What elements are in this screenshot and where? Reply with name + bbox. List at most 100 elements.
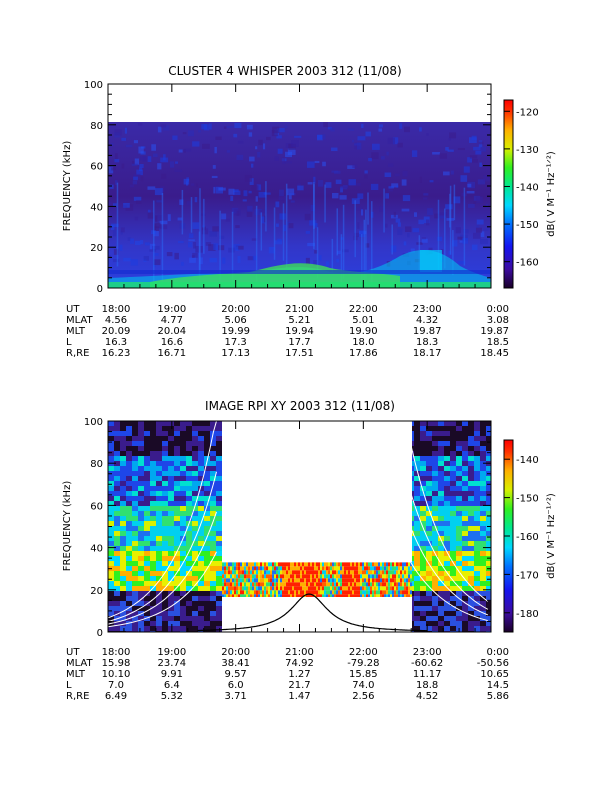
spectrogram-cell (392, 586, 394, 591)
spectrogram-cell (474, 486, 480, 491)
spectrogram-cell (420, 586, 426, 591)
spectrogram-cell (414, 421, 420, 426)
spectrogram-cell (210, 421, 216, 426)
spectrogram-cell (388, 574, 390, 579)
spectrogram-cell (444, 596, 450, 601)
spectrogram-cell (456, 591, 462, 596)
spectrogram-cell (180, 436, 186, 441)
spectrogram-cell (236, 590, 238, 595)
spectrogram-cell (362, 586, 364, 591)
spectrogram-cell (180, 431, 186, 436)
spectrogram-cell (474, 456, 480, 461)
ephemeris-row-label: MLT (66, 326, 86, 337)
spectrogram-cell (322, 574, 324, 579)
spectrogram-cell (156, 501, 162, 506)
spectrogram-cell (366, 582, 368, 587)
spectrogram-cell (338, 590, 340, 595)
spectrogram-cell (426, 133, 429, 136)
spectrogram-cell (198, 536, 204, 541)
spectrogram-cell (244, 590, 246, 595)
spectrogram-cell (216, 586, 222, 591)
spectrogram-cell (314, 223, 318, 228)
spectrogram-cell (138, 576, 144, 581)
spectrogram-cell (126, 426, 132, 431)
spectrogram-cell (346, 594, 348, 599)
colorbar-tick-label: -130 (516, 145, 539, 156)
spectrogram-cell (378, 574, 380, 579)
spectrogram-cell (432, 496, 438, 501)
spectrogram-cell (180, 601, 186, 606)
spectrogram-cell (462, 576, 468, 581)
spectrogram-cell (456, 496, 462, 501)
ephemeris-value: 16.71 (158, 348, 187, 359)
spectrogram-cell (356, 574, 358, 579)
spectrogram-cell (174, 252, 179, 260)
spectrogram-cell (216, 581, 222, 586)
spectrogram-cell (302, 590, 304, 595)
spectrogram-cell (438, 466, 444, 471)
spectrogram-cell (162, 481, 168, 486)
spectrogram-cell (126, 471, 132, 476)
y-tick-label: 60 (90, 501, 103, 512)
spectrogram-cell (192, 436, 198, 441)
spectrogram-cell (468, 436, 474, 441)
spectrogram-cell (126, 531, 132, 536)
ephemeris-value: 21.7 (288, 680, 310, 691)
spectrogram-cell (108, 511, 114, 516)
spectrogram-cell (358, 582, 360, 587)
spectrogram-cell (364, 566, 366, 571)
spectrogram-cell (290, 566, 292, 571)
spectrogram-cell (108, 441, 114, 446)
spectrogram-cell (334, 566, 336, 571)
spectrogram-cell (192, 566, 198, 571)
spectrogram-cell (286, 562, 288, 567)
spectrogram-cell (480, 441, 486, 446)
spectrogram-cell (486, 576, 491, 581)
spectrogram-cell (318, 578, 320, 583)
spectrogram-cell (156, 616, 162, 621)
spectrogram-cell (120, 546, 126, 551)
spectrogram-cell (192, 571, 198, 576)
spectrogram-cell (426, 446, 432, 451)
spectrogram-cell (150, 576, 156, 581)
spectrogram-cell (326, 594, 328, 599)
spectrogram-cell (108, 576, 114, 581)
spectrogram-cell (408, 586, 410, 591)
spectrogram-cell (268, 594, 270, 599)
spectrogram-cell (126, 601, 132, 606)
spectrogram-cell (272, 582, 274, 587)
spectrogram-cell (268, 566, 270, 571)
spectrogram-cell (414, 526, 420, 531)
spectrogram-cell (474, 491, 480, 496)
spectrogram-cell (340, 570, 342, 575)
spectrogram-cell (238, 578, 240, 583)
spectrogram-cell (186, 431, 192, 436)
colorbar-tick-label: -150 (516, 494, 539, 505)
spectrogram-cell (162, 626, 168, 631)
spectrogram-cell (174, 541, 180, 546)
spectrogram-cell (312, 590, 314, 595)
spectrogram-cell (108, 491, 114, 496)
spectrogram-cell (132, 526, 138, 531)
spectrogram-cell (222, 578, 224, 583)
spectrogram-cell (131, 163, 138, 166)
spectrogram-cell (396, 594, 398, 599)
spectrogram-cell (324, 578, 326, 583)
spectrogram-cell (288, 223, 294, 229)
spectrogram-cell (216, 571, 222, 576)
spectrogram-cell (284, 574, 286, 579)
spectrogram-cell (313, 176, 316, 184)
spectrogram-cell (204, 436, 210, 441)
spectrogram-cell (192, 601, 198, 606)
spectrogram-cell (132, 421, 138, 426)
ephemeris-value: 16.3 (105, 337, 127, 348)
spectrogram-cell (284, 161, 293, 164)
spectrogram-cell (450, 531, 456, 536)
spectrogram-cell (230, 594, 232, 599)
spectrogram-cell (258, 594, 260, 599)
spectrogram-cell (256, 578, 258, 583)
spectrogram-cell (204, 501, 210, 506)
spectrogram-cell (132, 541, 138, 546)
spectrogram-cell (192, 581, 198, 586)
spectrogram-cell (222, 586, 224, 591)
